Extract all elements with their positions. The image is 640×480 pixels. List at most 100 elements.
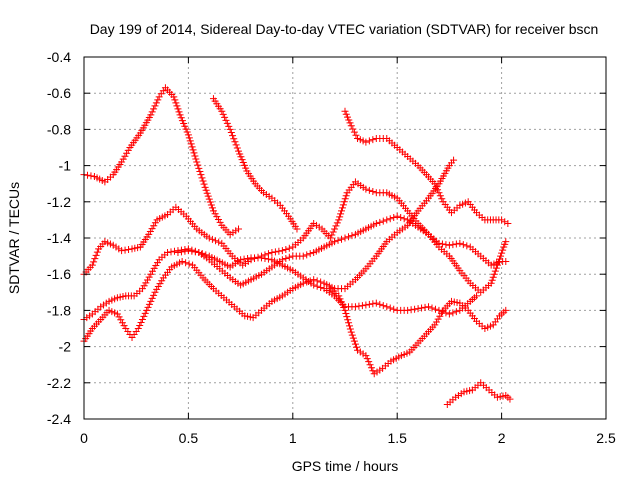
data-point <box>362 352 370 360</box>
data-point <box>143 276 151 284</box>
data-point <box>216 218 224 226</box>
data-point <box>261 255 269 263</box>
data-point <box>355 302 363 310</box>
data-point <box>188 247 196 255</box>
data-point <box>498 249 506 257</box>
x-tick-label: 2 <box>498 430 506 446</box>
data-point <box>225 122 233 130</box>
data-point <box>208 235 216 243</box>
data-point <box>150 222 158 230</box>
data-point <box>369 367 377 375</box>
data-point <box>185 260 193 268</box>
data-point <box>171 96 179 104</box>
data-point <box>489 273 497 281</box>
data-point <box>414 305 422 313</box>
data-point <box>431 321 439 329</box>
data-point <box>184 131 192 139</box>
data-point <box>147 270 155 278</box>
data-point <box>293 225 301 233</box>
data-point <box>264 255 272 263</box>
data-point <box>282 255 290 263</box>
data-point <box>88 261 96 269</box>
data-point <box>238 156 246 164</box>
data-point <box>341 195 349 203</box>
data-point <box>191 248 199 256</box>
data-point <box>201 183 209 191</box>
data-point <box>338 235 346 243</box>
data-point <box>376 300 384 308</box>
data-point <box>390 213 398 221</box>
data-point <box>232 141 240 149</box>
data-point <box>350 128 358 136</box>
data-point <box>145 230 153 238</box>
data-point <box>222 116 230 124</box>
data-point <box>362 185 370 193</box>
data-point <box>91 255 99 263</box>
data-point <box>369 188 377 196</box>
data-point <box>367 364 375 372</box>
data-point <box>383 303 391 311</box>
data-point <box>145 273 153 281</box>
data-point <box>240 161 248 169</box>
data-point <box>499 246 507 254</box>
data-point <box>153 285 161 293</box>
data-point <box>350 337 358 345</box>
data-point <box>393 212 401 220</box>
data-point <box>239 158 247 166</box>
data-point <box>119 155 127 163</box>
data-point <box>442 241 450 249</box>
data-point <box>491 267 499 275</box>
data-point <box>428 304 436 312</box>
data-point <box>174 105 182 113</box>
data-point <box>494 258 502 266</box>
data-point <box>347 328 355 336</box>
data-point <box>504 220 512 228</box>
data-point <box>449 309 457 317</box>
data-point <box>335 216 343 224</box>
data-point <box>285 253 293 261</box>
data-point <box>170 247 178 255</box>
data-point <box>211 210 219 218</box>
data-point <box>208 204 216 212</box>
series-track-a <box>80 84 243 238</box>
series-track-i <box>443 379 514 409</box>
data-point <box>158 277 166 285</box>
data-point <box>142 279 150 287</box>
data-point <box>146 227 154 235</box>
data-point <box>362 138 370 146</box>
data-point <box>182 259 190 267</box>
data-point <box>363 355 371 363</box>
data-point <box>177 248 185 256</box>
data-point <box>184 247 192 255</box>
data-point <box>140 282 148 290</box>
data-point <box>209 207 217 215</box>
data-point <box>219 110 227 118</box>
data-point <box>351 303 359 311</box>
data-point <box>237 153 245 161</box>
y-tick-label: -1 <box>59 158 72 174</box>
data-point <box>340 304 348 312</box>
x-tick-label: 2.5 <box>596 430 616 446</box>
data-point <box>92 251 100 259</box>
data-point <box>199 177 207 185</box>
y-tick-label: -0.8 <box>47 121 71 137</box>
data-point <box>449 241 457 249</box>
data-point <box>152 99 160 107</box>
data-point <box>328 231 336 239</box>
data-point <box>445 241 453 249</box>
data-point <box>496 255 504 263</box>
data-point <box>365 186 373 194</box>
data-point <box>120 322 128 330</box>
data-point <box>434 186 442 194</box>
data-point <box>185 134 193 142</box>
data-point <box>137 318 145 326</box>
data-point <box>332 222 340 230</box>
data-point <box>191 152 199 160</box>
data-point <box>345 319 353 327</box>
data-point <box>348 232 356 240</box>
data-point <box>156 280 164 288</box>
series-track-h <box>326 285 510 378</box>
data-point <box>124 146 132 154</box>
data-series <box>80 84 514 409</box>
data-point <box>336 213 344 221</box>
